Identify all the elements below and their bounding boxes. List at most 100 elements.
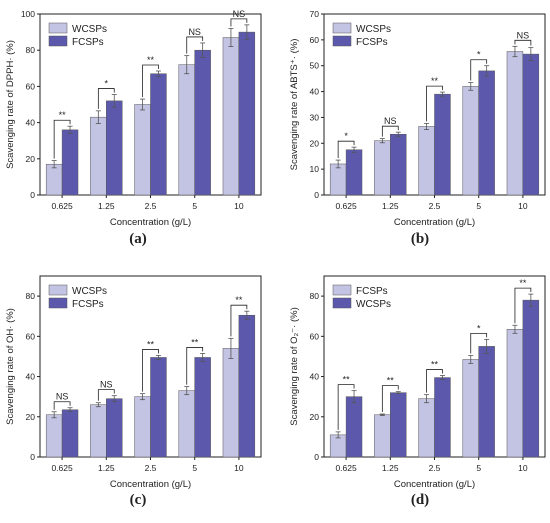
bar [390, 392, 407, 458]
legend-label: WCSPs [356, 299, 391, 310]
panel-label: (d) [411, 492, 429, 508]
x-tick-label: 10 [518, 463, 528, 473]
bar [506, 329, 524, 458]
bar [238, 31, 256, 196]
y-tick-label: 40 [26, 118, 36, 128]
bar [478, 70, 495, 196]
x-tick-label: 2.5 [429, 463, 441, 473]
significance-label: ** [519, 278, 527, 288]
significance-bracket [186, 347, 204, 385]
bar [418, 126, 435, 196]
legend-swatch [332, 35, 352, 47]
significance-bracket [97, 88, 115, 109]
y-tick-label: 40 [310, 372, 320, 382]
significance-bracket [142, 64, 159, 98]
x-tick-label: 0.625 [51, 463, 73, 473]
significance-label: * [477, 50, 481, 60]
legend-swatch [48, 284, 68, 296]
significance-bracket [53, 401, 71, 410]
y-axis-label: Scavenging rate of OH· (%) [5, 308, 16, 425]
bar [329, 163, 347, 196]
bar [61, 409, 79, 458]
y-tick-label: 40 [26, 372, 36, 382]
bar [45, 414, 63, 458]
x-tick-label: 1.25 [382, 201, 399, 211]
significance-bracket [470, 332, 488, 354]
significance-bracket [97, 389, 115, 401]
bar [345, 396, 363, 458]
significance-bracket [426, 369, 443, 393]
bar [61, 129, 79, 196]
x-tick-label: 10 [234, 463, 244, 473]
bar [390, 133, 407, 196]
bar [462, 359, 479, 458]
x-tick-label: 5 [476, 201, 481, 211]
bar [374, 140, 391, 196]
x-tick-label: 0.625 [335, 463, 357, 473]
y-tick-label: 0 [30, 190, 35, 200]
significance-bracket [426, 85, 443, 122]
legend-label: FCSPs [356, 37, 388, 48]
significance-label: ** [235, 295, 243, 305]
y-axis-label: Scavenging rate of O₂⁻· (%) [289, 307, 300, 426]
x-axis-label: Concentration (g/L) [394, 479, 475, 490]
y-tick-label: 20 [310, 412, 320, 422]
significance-label: NS [56, 392, 69, 402]
bar [106, 398, 123, 458]
significance-label: ** [387, 376, 395, 386]
significance-label: ** [431, 76, 439, 86]
y-axis-label: Scavenging rate of ABTS⁺· (%) [289, 39, 300, 171]
y-tick-label: 70 [310, 9, 320, 19]
bar [45, 163, 63, 196]
significance-label: NS [384, 116, 397, 126]
significance-bracket [230, 18, 248, 27]
x-tick-label: 2.5 [429, 201, 441, 211]
bar [222, 348, 240, 458]
bar [478, 346, 495, 458]
panel-label: (b) [411, 231, 429, 247]
bar [522, 53, 540, 196]
bar [522, 299, 540, 458]
x-axis-label: Concentration (g/L) [110, 217, 191, 228]
chart-panel: 0 20 40 60 80 100 0.625 ** 1.25 * 2.5 ** 5 NS 10 NS WCSP… [5, 9, 262, 247]
bar [506, 51, 524, 196]
significance-label: * [344, 131, 348, 141]
bar [434, 93, 451, 196]
significance-bracket [381, 125, 399, 137]
y-tick-label: 0 [30, 452, 35, 462]
significance-label: NS [233, 9, 246, 19]
bar [106, 100, 123, 196]
y-tick-label: 60 [26, 81, 36, 91]
bar [194, 49, 211, 196]
legend-label: WCSPs [72, 24, 107, 35]
y-tick-label: 40 [310, 87, 320, 97]
y-tick-label: 60 [26, 331, 36, 341]
significance-label: ** [191, 337, 199, 347]
x-tick-label: 1.25 [98, 463, 115, 473]
legend-label: FCSPs [72, 37, 104, 48]
bar [462, 86, 479, 196]
x-tick-label: 1.25 [382, 463, 399, 473]
bar [178, 64, 195, 196]
legend-label: FCSPs [356, 286, 388, 297]
chart-panel: 0 10 20 30 40 50 60 70 0.625 * 1.25 NS 2.5 ** 5 * 10 NS WC… [289, 9, 546, 247]
x-tick-label: 10 [518, 201, 528, 211]
x-tick-label: 5 [476, 463, 481, 473]
bar [238, 314, 256, 458]
bar [418, 398, 435, 458]
significance-label: ** [431, 360, 439, 370]
significance-bracket [381, 385, 399, 412]
significance-label: * [105, 79, 109, 89]
legend-swatch [332, 22, 352, 34]
y-tick-label: 80 [26, 291, 36, 301]
y-tick-label: 60 [310, 331, 320, 341]
x-tick-label: 2.5 [145, 201, 157, 211]
y-tick-label: 80 [310, 291, 320, 301]
chart-panel: 0 20 40 60 80 0.625 ** 1.25 ** 2.5 ** 5 * 10 ** FCSPs WC… [289, 275, 546, 508]
significance-bracket [186, 36, 204, 54]
y-tick-label: 80 [26, 45, 36, 55]
significance-label: NS [188, 27, 201, 37]
y-tick-label: 60 [310, 35, 320, 45]
bar [178, 390, 195, 458]
